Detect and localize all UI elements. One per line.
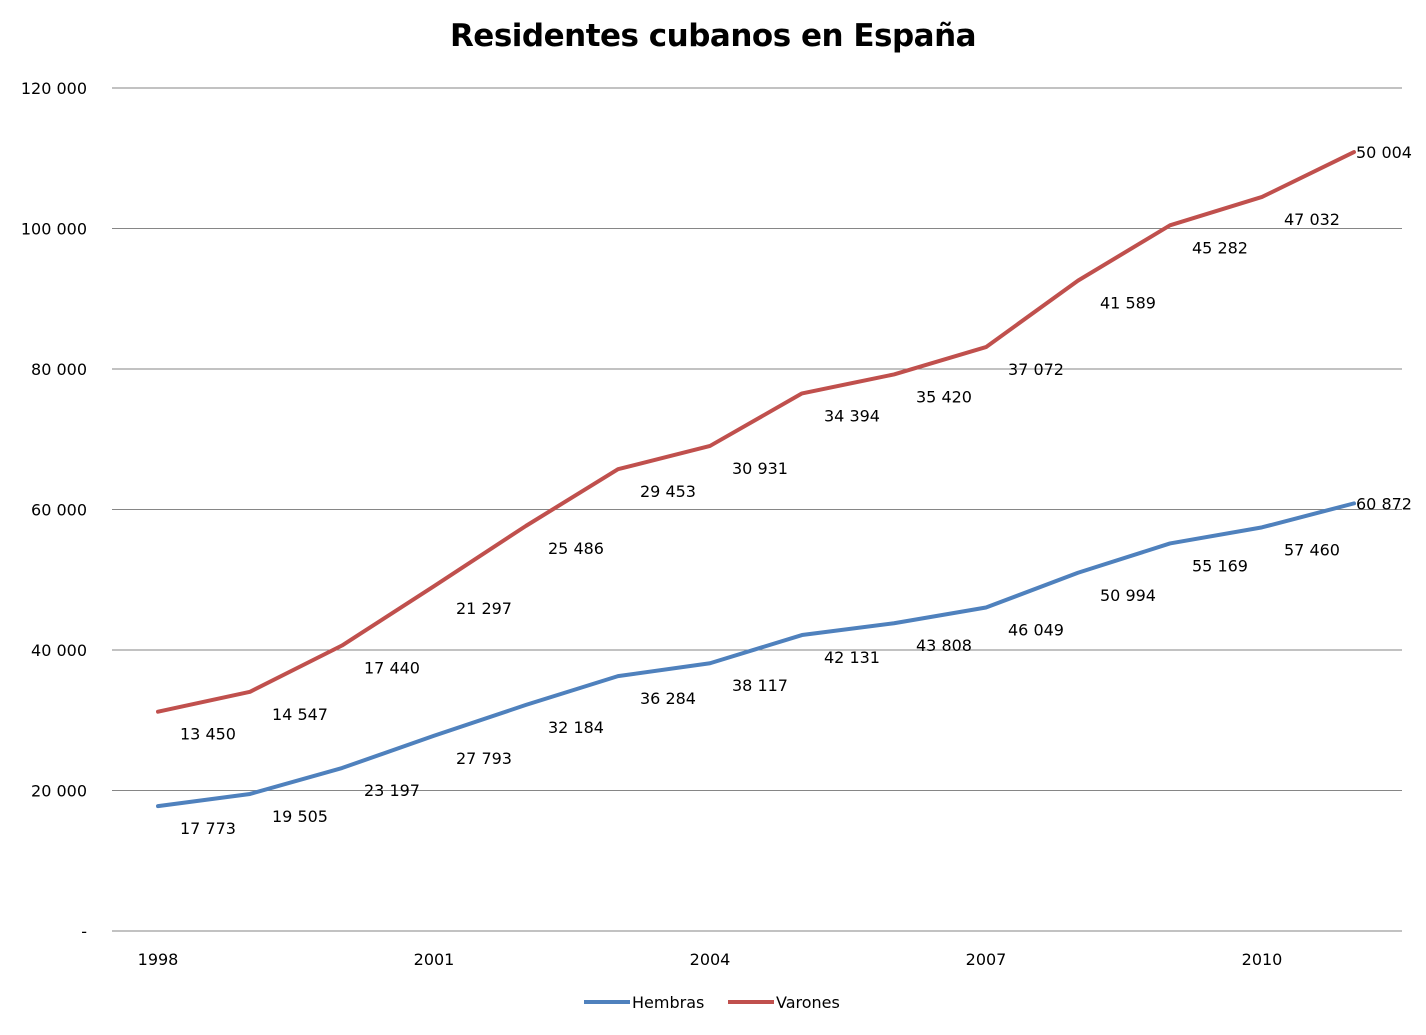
y-tick-label: - <box>81 922 87 941</box>
data-label: 47 032 <box>1284 210 1340 229</box>
legend-label-hembras: Hembras <box>632 993 704 1012</box>
data-label: 13 450 <box>180 725 236 744</box>
data-label: 32 184 <box>548 718 604 737</box>
chart-title: Residentes cubanos en España <box>449 18 977 54</box>
data-label: 35 420 <box>916 387 972 406</box>
data-label: 36 284 <box>640 689 696 708</box>
x-tick-label: 1998 <box>138 950 179 969</box>
series-line-varones <box>156 150 1356 714</box>
legend: Hembras Varones <box>584 993 840 1012</box>
x-tick-label: 2004 <box>690 950 731 969</box>
data-label: 27 793 <box>456 749 512 768</box>
data-label: 55 169 <box>1192 556 1248 575</box>
legend-label-varones: Varones <box>776 993 840 1012</box>
data-label: 34 394 <box>824 406 880 425</box>
series-line-hembras <box>156 501 1356 809</box>
data-label: 41 589 <box>1100 294 1156 313</box>
data-label: 14 547 <box>272 705 328 724</box>
y-tick-label: 40 000 <box>31 641 87 660</box>
data-label: 23 197 <box>364 781 420 800</box>
data-label: 29 453 <box>640 482 696 501</box>
data-label: 17 440 <box>364 659 420 678</box>
data-label: 57 460 <box>1284 540 1340 559</box>
axes: - 20 000 40 000 60 000 80 000 100 000 120 000 1… <box>21 79 1283 969</box>
data-label: 42 131 <box>824 648 880 667</box>
data-label: 45 282 <box>1192 238 1248 257</box>
data-label: 50 004 <box>1356 143 1412 162</box>
data-label: 38 117 <box>732 676 788 695</box>
data-labels: 17 773 19 505 23 197 27 793 32 184 36 284 38 1… <box>180 143 1412 838</box>
data-label: 30 931 <box>732 459 788 478</box>
series-lines <box>156 150 1356 809</box>
data-label: 25 486 <box>548 539 604 558</box>
y-tick-label: 100 000 <box>21 220 87 239</box>
x-tick-label: 2007 <box>966 950 1007 969</box>
y-tick-label: 60 000 <box>31 501 87 520</box>
y-tick-label: 80 000 <box>31 360 87 379</box>
data-label: 19 505 <box>272 807 328 826</box>
data-label: 21 297 <box>456 599 512 618</box>
data-label: 46 049 <box>1008 621 1064 640</box>
x-tick-label: 2010 <box>1242 950 1283 969</box>
data-label: 50 994 <box>1100 586 1156 605</box>
data-label: 17 773 <box>180 819 236 838</box>
data-label: 43 808 <box>916 636 972 655</box>
y-tick-label: 20 000 <box>31 782 87 801</box>
data-label: 37 072 <box>1008 360 1064 379</box>
data-label: 60 872 <box>1356 494 1412 513</box>
y-tick-label: 120 000 <box>21 79 87 98</box>
x-tick-label: 2001 <box>414 950 455 969</box>
